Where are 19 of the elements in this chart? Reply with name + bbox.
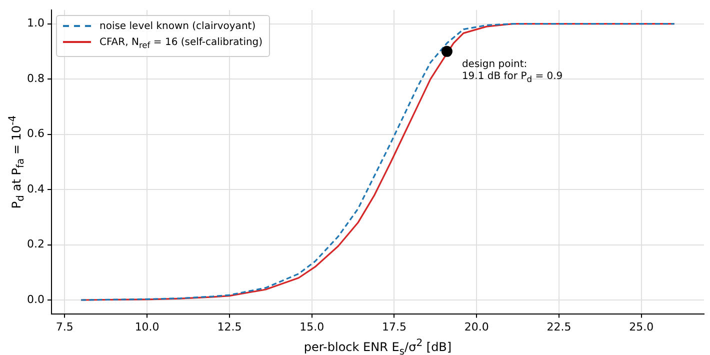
line-series bbox=[80, 23, 676, 301]
y-tick-label: 1.0 bbox=[26, 16, 44, 30]
x-tick-label: 7.5 bbox=[56, 320, 74, 334]
x-tick-label: 20.0 bbox=[464, 320, 489, 334]
annotation: design point: 19.1 dB for P$_{d}$ = 0.9 bbox=[462, 59, 563, 86]
x-tick-label: 12.5 bbox=[217, 320, 242, 334]
x-tick-label: 15.0 bbox=[300, 320, 324, 334]
y-tick-label: 0.4 bbox=[26, 182, 44, 196]
y-tick-label: 0.6 bbox=[26, 127, 44, 140]
x-tick-label: 10.0 bbox=[134, 320, 160, 334]
x-tick-label: 25.0 bbox=[629, 320, 654, 334]
x-tick-label: 22.5 bbox=[546, 320, 572, 334]
legend-label: CFAR, N$_{ref}$ = 16 (self-calibrating) bbox=[99, 37, 263, 50]
y-tick-label: 0.2 bbox=[26, 238, 44, 251]
x-tick-label: 17.5 bbox=[382, 320, 406, 334]
x-axis-title: per-block ENR E$_{s}$/σ$^{2}$ [dB] bbox=[304, 338, 452, 355]
y-tick-label: 0.8 bbox=[26, 72, 44, 85]
y-tick-label: 0.0 bbox=[26, 292, 44, 306]
legend-label: noise level known (clairvoyant) bbox=[99, 21, 256, 32]
